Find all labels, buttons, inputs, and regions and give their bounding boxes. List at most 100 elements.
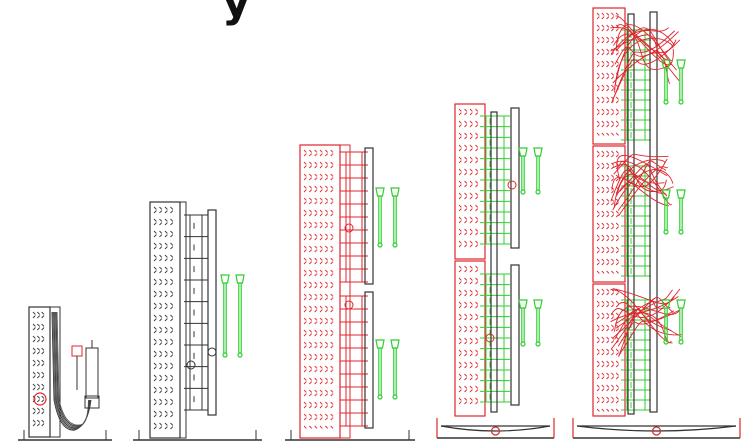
perforation-slot [325, 261, 329, 265]
perforation-slot [601, 396, 605, 400]
perforation-slot [330, 197, 334, 201]
perforation-slot [615, 328, 619, 332]
perforation-slot [309, 297, 313, 301]
perforation-slot [458, 228, 462, 232]
perforation-slot [469, 244, 473, 248]
perforation-slot [309, 233, 313, 237]
perforation-slot [475, 108, 479, 112]
perforation-slot [170, 326, 174, 330]
perforation-slot [159, 234, 163, 238]
perforation-slot [32, 359, 36, 363]
perforation-slot [611, 132, 615, 136]
perforation-slot [596, 324, 600, 328]
perforation-slot [330, 369, 334, 373]
probe-cap [661, 59, 671, 69]
perforation-slot [309, 377, 313, 381]
perforation-slot [41, 323, 45, 327]
perforation-slot [309, 417, 313, 421]
perforation-slot [164, 342, 168, 346]
perforation-slot [319, 249, 323, 253]
perforation-slot [319, 333, 323, 337]
perforation-slot [611, 388, 615, 392]
perforation-slot [606, 384, 610, 388]
perforation-slot [615, 112, 619, 116]
perforation-slot [153, 342, 157, 346]
wire [613, 153, 669, 175]
stage-4-probe [518, 299, 528, 347]
perforation-slot [330, 249, 334, 253]
probe-tip [377, 242, 383, 248]
perforation-slot [469, 353, 473, 357]
perforation-slot [303, 153, 307, 157]
stage-5-probe [676, 189, 686, 235]
perforation-slot [458, 397, 462, 401]
stage-4 [436, 103, 555, 439]
perforation-slot [303, 273, 307, 277]
perforation-slot [37, 315, 41, 319]
perforation-slot [615, 234, 619, 238]
perforation-slot [319, 365, 323, 369]
perforation-slot [464, 353, 468, 357]
perforation-slot [330, 165, 334, 169]
perforation-slot [469, 208, 473, 212]
perforation-slot [309, 177, 313, 181]
perforation-slot [330, 177, 334, 181]
perforation-slot [464, 269, 468, 273]
perforation-slot [330, 281, 334, 285]
perforation-slot [469, 337, 473, 341]
perforation-slot [153, 230, 157, 234]
perforation-slot [615, 262, 619, 266]
perforation-slot [325, 161, 329, 165]
perforation-slot [601, 214, 605, 218]
perforation-slot [164, 354, 168, 358]
perforation-slot [309, 173, 313, 177]
perforation-slot [464, 180, 468, 184]
perforation-slot [475, 397, 479, 401]
perforation-slot [458, 377, 462, 381]
perforation-slot [606, 328, 610, 332]
perforation-slot [170, 422, 174, 426]
wire [614, 301, 671, 325]
perforation-slot [159, 270, 163, 274]
perforation-slot [330, 201, 334, 205]
perforation-slot [458, 313, 462, 317]
perforation-slot [325, 245, 329, 249]
probe-holder-small [71, 345, 83, 357]
wiring-bundle [610, 153, 674, 217]
perforation-slot [615, 52, 619, 56]
perforation-slot [325, 401, 329, 405]
perforation-slot [319, 357, 323, 361]
perforation-slot [469, 156, 473, 160]
perforation-slot [314, 413, 318, 417]
perforation-slot [615, 210, 619, 214]
perforation-slot [309, 381, 313, 385]
perforation-slot [596, 376, 600, 380]
perforation-slot [32, 339, 36, 343]
perforation-slot [615, 360, 619, 364]
perforation-slot [458, 208, 462, 212]
perforation-slot [469, 168, 473, 172]
perforation-slot [314, 197, 318, 201]
perforation-slot [469, 184, 473, 188]
perforation-slot [475, 373, 479, 377]
stage-3-probe [390, 187, 400, 248]
stage-2-upright [207, 209, 217, 416]
perforation-slot [309, 401, 313, 405]
stage-5-bottom-panel-perforations [596, 288, 619, 412]
perforation-slot [458, 281, 462, 285]
perforation-slot [325, 189, 329, 193]
stage-1-panel-perforations [32, 311, 45, 427]
stage-5-probe [676, 299, 686, 345]
perforation-slot [309, 209, 313, 213]
perforation-slot [596, 214, 600, 218]
perforation-slot [159, 266, 163, 270]
perforation-slot [314, 209, 318, 213]
perforation-slot [314, 357, 318, 361]
perforation-slot [153, 422, 157, 426]
perforation-slot [596, 340, 600, 344]
perforation-slot [164, 258, 168, 262]
perforation-slot [475, 180, 479, 184]
perforation-slot [596, 198, 600, 202]
perforation-slot [458, 244, 462, 248]
perforation-slot [464, 132, 468, 136]
